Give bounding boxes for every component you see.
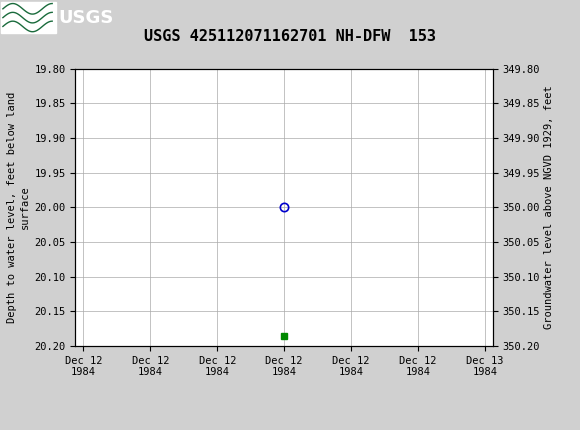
Text: USGS 425112071162701 NH-DFW  153: USGS 425112071162701 NH-DFW 153 — [144, 29, 436, 44]
Text: USGS: USGS — [58, 9, 113, 27]
Bar — [1, 2, 56, 34]
Y-axis label: Depth to water level, feet below land
surface: Depth to water level, feet below land su… — [7, 92, 30, 323]
Y-axis label: Groundwater level above NGVD 1929, feet: Groundwater level above NGVD 1929, feet — [545, 86, 554, 329]
